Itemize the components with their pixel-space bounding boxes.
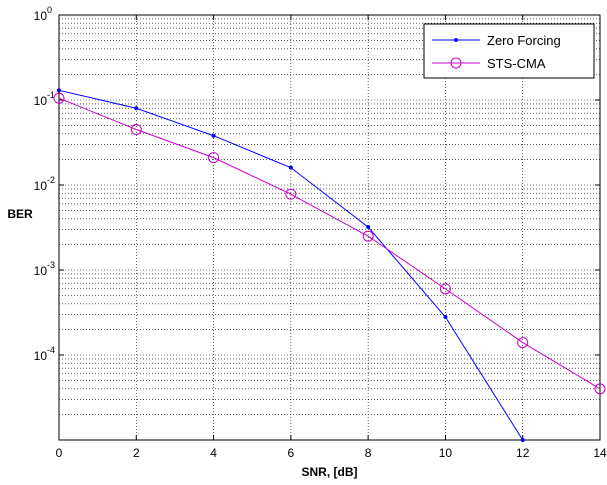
x-tick-label: 14 xyxy=(593,446,607,460)
y-tick-base: 10 xyxy=(34,264,48,278)
y-tick-label: 10 -1 xyxy=(34,90,55,108)
x-tick-label: 4 xyxy=(210,446,217,460)
x-tick-label: 10 xyxy=(439,446,453,460)
plot-frame xyxy=(58,14,601,441)
x-tick-label: 6 xyxy=(288,446,295,460)
series-line-sts-cma xyxy=(58,97,601,390)
series-group xyxy=(53,88,606,442)
x-tick-label: 0 xyxy=(56,446,63,460)
data-point-zero-forcing xyxy=(520,438,525,442)
data-point-sts-cma xyxy=(285,188,297,200)
y-tick-label: 10 -2 xyxy=(34,175,55,193)
y-tick-base: 10 xyxy=(34,94,48,108)
x-tick-label: 12 xyxy=(516,446,530,460)
legend-marker-sts-cma xyxy=(450,57,462,69)
data-point-zero-forcing xyxy=(134,106,139,111)
x-axis-ticks: 0 2 4 6 8 10 12 14 xyxy=(56,15,607,460)
data-point-zero-forcing xyxy=(288,165,293,170)
legend-label-sts-cma: STS-CMA xyxy=(487,56,546,71)
legend: Zero Forcing STS-CMA xyxy=(423,23,595,79)
y-tick-base: 10 xyxy=(34,9,48,23)
data-point-sts-cma xyxy=(517,337,529,349)
data-point-zero-forcing xyxy=(211,133,216,138)
data-point-sts-cma xyxy=(53,92,65,104)
y-tick-exponent: 0 xyxy=(47,5,52,15)
x-tick-label: 2 xyxy=(133,446,140,460)
data-point-zero-forcing xyxy=(57,88,61,93)
data-point-sts-cma xyxy=(594,383,606,395)
data-point-zero-forcing xyxy=(366,225,371,230)
x-tick-label: 8 xyxy=(365,446,372,460)
y-tick-exponent: -2 xyxy=(47,175,55,185)
x-axis-label: SNR, [dB] xyxy=(302,465,358,479)
plot-background xyxy=(59,15,600,440)
data-point-sts-cma xyxy=(130,123,142,135)
data-point-zero-forcing xyxy=(443,314,448,319)
legend-label-zero-forcing: Zero Forcing xyxy=(487,33,561,48)
y-tick-label: 10 -3 xyxy=(34,260,55,278)
y-tick-exponent: -4 xyxy=(47,345,55,355)
legend-box xyxy=(423,23,595,79)
data-point-sts-cma xyxy=(362,230,374,242)
y-tick-base: 10 xyxy=(34,349,48,363)
y-axis-label: BER xyxy=(7,207,33,221)
y-tick-exponent: -3 xyxy=(47,260,55,270)
y-tick-exponent: -1 xyxy=(47,90,55,100)
y-tick-base: 10 xyxy=(34,179,48,193)
data-point-sts-cma xyxy=(208,152,220,164)
y-tick-label: 10 -4 xyxy=(34,345,55,363)
y-tick-label: 10 0 xyxy=(34,5,52,23)
legend-marker-zero-forcing xyxy=(454,38,458,42)
data-point-sts-cma xyxy=(439,283,451,295)
